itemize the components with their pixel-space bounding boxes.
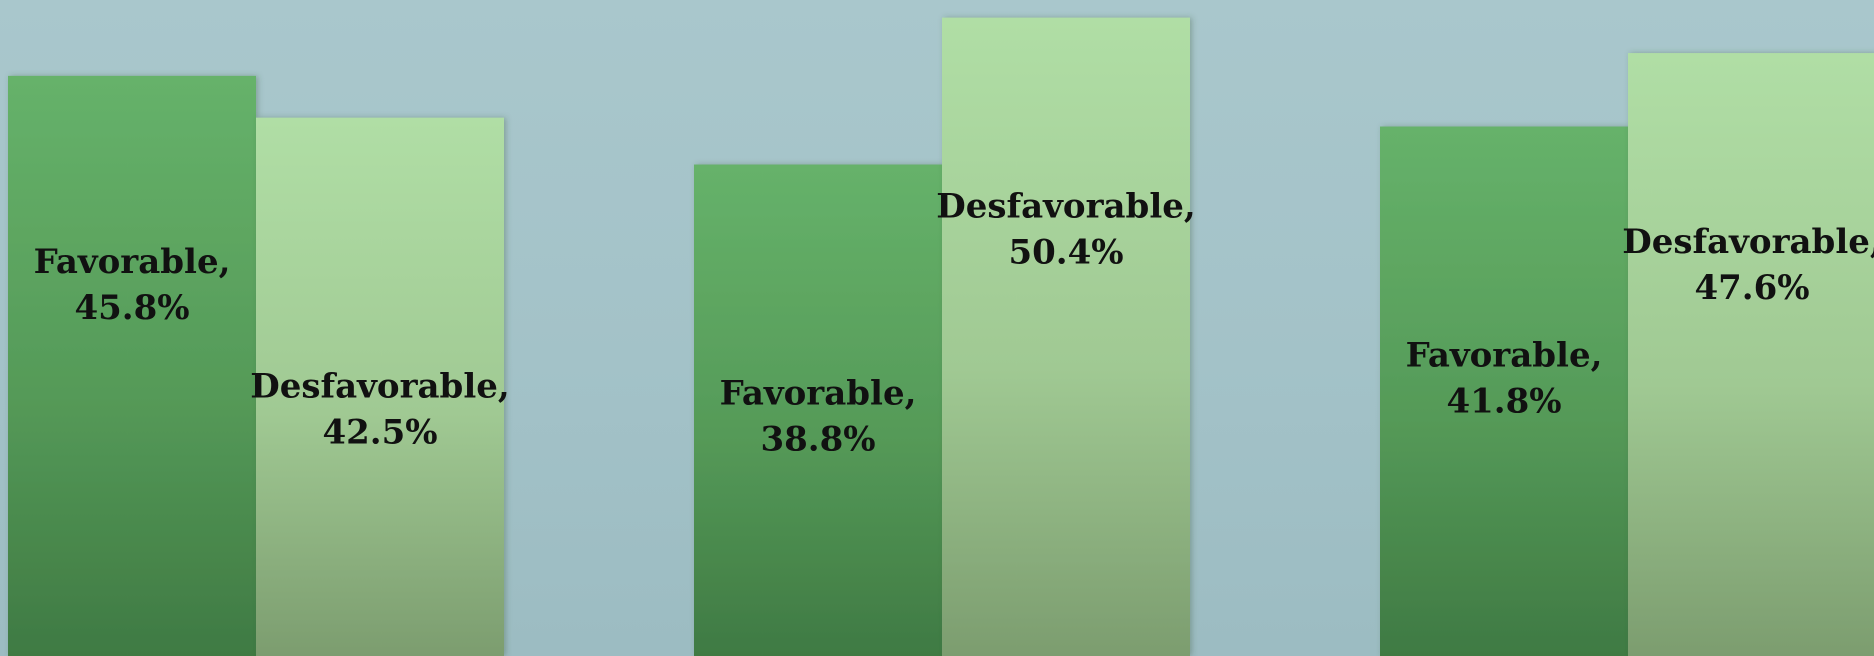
- bar-desfavorable-2: [942, 17, 1190, 656]
- bar-favorable-1: [8, 75, 256, 656]
- label-favorable-1: Favorable, 45.8%: [34, 242, 231, 328]
- label-value: 50.4%: [1008, 233, 1123, 273]
- label-value: 42.5%: [322, 413, 437, 453]
- bar-desfavorable-3: [1628, 53, 1874, 656]
- bar-favorable-2: [694, 164, 942, 656]
- bar-favorable-3: [1380, 126, 1628, 656]
- label-category: Favorable,: [34, 242, 231, 282]
- label-category: Favorable,: [1406, 336, 1603, 376]
- labels-layer: Favorable, 45.8% Desfavorable, 42.5% Favorab…: [34, 187, 1874, 460]
- label-favorable-3: Favorable, 41.8%: [1406, 336, 1603, 422]
- label-favorable-2: Favorable, 38.8%: [720, 374, 917, 460]
- bar-desfavorable-1: [256, 117, 504, 656]
- label-value: 45.8%: [74, 288, 189, 328]
- label-category: Favorable,: [720, 374, 917, 414]
- label-desfavorable-3: Desfavorable, 47.6%: [1622, 222, 1874, 308]
- label-category: Desfavorable,: [936, 187, 1195, 227]
- label-value: 38.8%: [760, 420, 875, 460]
- label-category: Desfavorable,: [250, 367, 509, 407]
- label-desfavorable-1: Desfavorable, 42.5%: [250, 367, 509, 453]
- bars-layer: [8, 17, 1874, 656]
- label-category: Desfavorable,: [1622, 222, 1874, 262]
- label-value: 47.6%: [1694, 268, 1809, 308]
- label-value: 41.8%: [1446, 382, 1561, 422]
- label-desfavorable-2: Desfavorable, 50.4%: [936, 187, 1195, 273]
